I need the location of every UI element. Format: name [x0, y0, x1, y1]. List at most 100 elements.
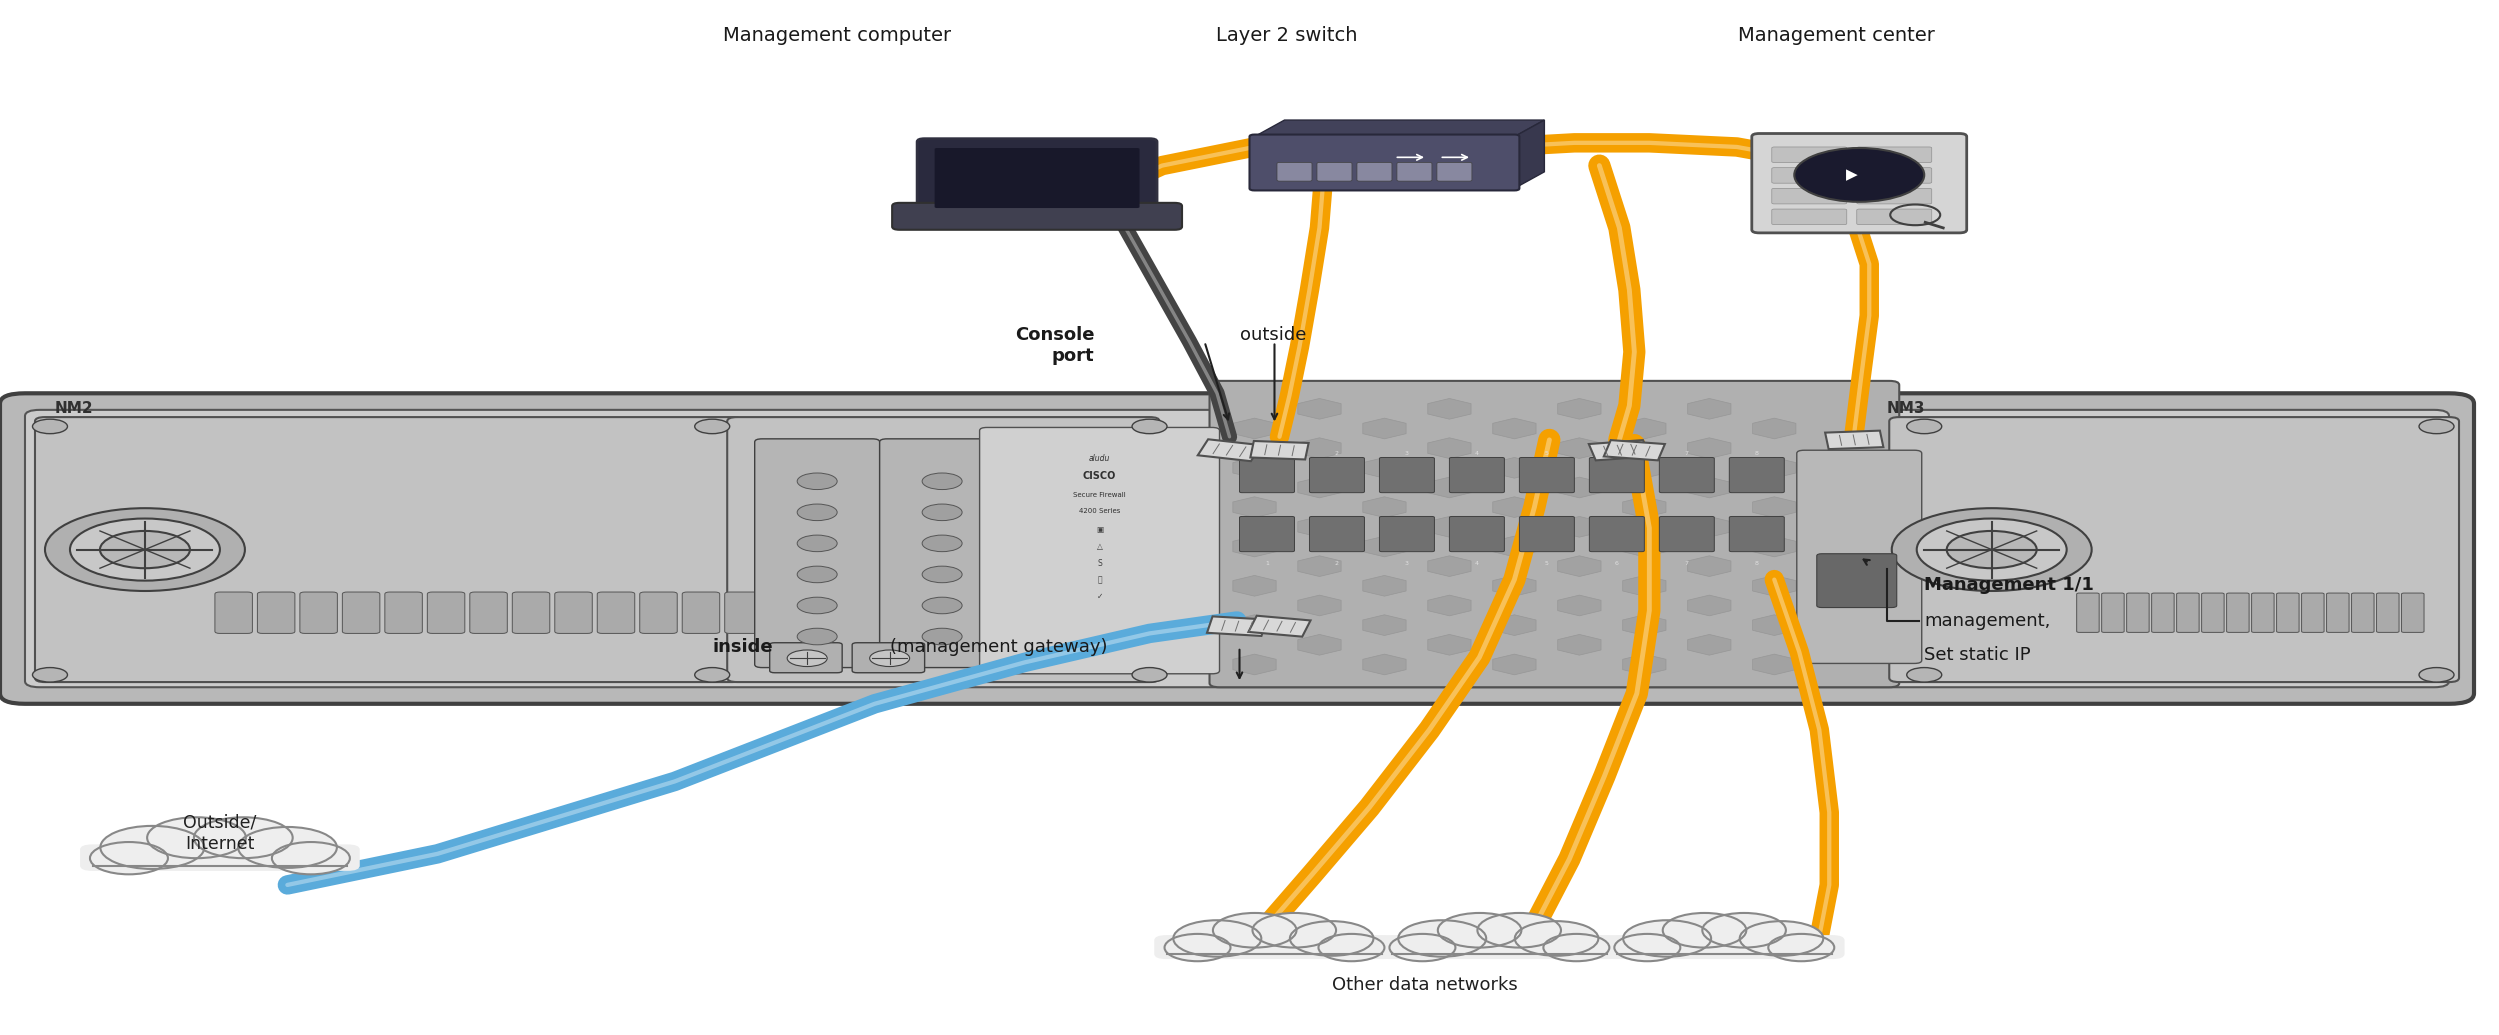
FancyBboxPatch shape — [1379, 935, 1619, 959]
Text: 7: 7 — [1684, 451, 1689, 455]
Circle shape — [1947, 531, 2037, 568]
FancyBboxPatch shape — [1379, 516, 1434, 552]
Circle shape — [922, 628, 962, 645]
FancyBboxPatch shape — [2202, 593, 2224, 632]
Text: 6: 6 — [1614, 451, 1619, 455]
Circle shape — [1165, 934, 1230, 962]
Text: Outside/
Internet: Outside/ Internet — [182, 814, 257, 853]
Polygon shape — [1622, 418, 1667, 439]
Circle shape — [1389, 934, 1454, 962]
Polygon shape — [1589, 440, 1649, 461]
Polygon shape — [1687, 595, 1732, 616]
Text: 5: 5 — [1544, 451, 1549, 455]
Text: 3: 3 — [1404, 451, 1409, 455]
Polygon shape — [1492, 654, 1537, 675]
FancyBboxPatch shape — [555, 592, 592, 633]
Text: 2: 2 — [1334, 451, 1339, 455]
Circle shape — [1132, 419, 1167, 434]
Polygon shape — [1362, 418, 1407, 439]
Text: Layer 2 switch: Layer 2 switch — [1217, 26, 1357, 45]
FancyBboxPatch shape — [1857, 209, 1932, 225]
Polygon shape — [1427, 556, 1472, 576]
Circle shape — [797, 597, 837, 614]
Polygon shape — [1427, 398, 1472, 419]
Polygon shape — [1687, 477, 1732, 498]
Polygon shape — [1297, 634, 1342, 655]
FancyBboxPatch shape — [35, 417, 742, 682]
Polygon shape — [1622, 615, 1667, 635]
FancyBboxPatch shape — [1240, 516, 1294, 552]
Circle shape — [2419, 668, 2454, 682]
Circle shape — [195, 818, 292, 858]
FancyBboxPatch shape — [1772, 188, 1847, 204]
Polygon shape — [1492, 497, 1537, 518]
Polygon shape — [1297, 556, 1342, 576]
Circle shape — [922, 473, 962, 490]
FancyBboxPatch shape — [1817, 554, 1897, 608]
FancyBboxPatch shape — [880, 439, 1005, 668]
Polygon shape — [1752, 654, 1797, 675]
Polygon shape — [1752, 418, 1797, 439]
Polygon shape — [1752, 457, 1797, 478]
Polygon shape — [1427, 634, 1472, 655]
FancyBboxPatch shape — [1857, 168, 1932, 183]
FancyBboxPatch shape — [512, 592, 550, 633]
Polygon shape — [1687, 556, 1732, 576]
Text: 1: 1 — [1264, 451, 1269, 455]
FancyBboxPatch shape — [725, 592, 762, 633]
FancyBboxPatch shape — [2302, 593, 2324, 632]
Polygon shape — [1687, 516, 1732, 537]
Circle shape — [45, 508, 245, 591]
FancyBboxPatch shape — [1437, 162, 1472, 181]
Polygon shape — [1492, 536, 1537, 557]
Polygon shape — [1622, 654, 1667, 675]
Polygon shape — [1362, 457, 1407, 478]
Circle shape — [1662, 913, 1747, 948]
Circle shape — [1399, 920, 1487, 956]
Circle shape — [1544, 934, 1609, 962]
FancyBboxPatch shape — [2227, 593, 2249, 632]
Circle shape — [787, 650, 827, 667]
Text: 4: 4 — [1474, 451, 1479, 455]
FancyBboxPatch shape — [2077, 593, 2099, 632]
Circle shape — [922, 566, 962, 583]
FancyBboxPatch shape — [1379, 457, 1434, 493]
Polygon shape — [1557, 516, 1602, 537]
FancyBboxPatch shape — [1889, 417, 2459, 682]
Text: CISCO: CISCO — [1082, 471, 1117, 481]
Circle shape — [1289, 921, 1374, 955]
Text: Management center: Management center — [1739, 26, 1934, 45]
Circle shape — [1769, 934, 1834, 962]
Polygon shape — [1752, 575, 1797, 596]
FancyBboxPatch shape — [1240, 457, 1294, 493]
FancyBboxPatch shape — [682, 592, 720, 633]
FancyBboxPatch shape — [1277, 162, 1312, 181]
Circle shape — [2419, 419, 2454, 434]
Polygon shape — [1622, 575, 1667, 596]
Circle shape — [1514, 921, 1599, 955]
FancyBboxPatch shape — [980, 427, 1220, 674]
Polygon shape — [1232, 654, 1277, 675]
Polygon shape — [1427, 516, 1472, 537]
FancyBboxPatch shape — [25, 410, 2449, 687]
Text: ⏻: ⏻ — [1097, 575, 1102, 584]
FancyBboxPatch shape — [935, 148, 1140, 208]
FancyBboxPatch shape — [1772, 147, 1847, 162]
FancyBboxPatch shape — [80, 845, 360, 870]
Circle shape — [797, 473, 837, 490]
FancyBboxPatch shape — [2377, 593, 2399, 632]
Polygon shape — [1297, 477, 1342, 498]
Text: 3: 3 — [1404, 561, 1409, 565]
Polygon shape — [1492, 615, 1537, 635]
FancyBboxPatch shape — [1449, 457, 1504, 493]
Text: management,: management, — [1924, 612, 2052, 630]
Circle shape — [1907, 419, 1942, 434]
Polygon shape — [1232, 615, 1277, 635]
Text: (management gateway): (management gateway) — [890, 638, 1107, 656]
Circle shape — [870, 650, 910, 667]
Circle shape — [1624, 920, 1712, 956]
FancyBboxPatch shape — [1357, 162, 1392, 181]
Polygon shape — [1250, 441, 1309, 460]
FancyBboxPatch shape — [1155, 935, 1394, 959]
Text: outside: outside — [1240, 326, 1307, 344]
